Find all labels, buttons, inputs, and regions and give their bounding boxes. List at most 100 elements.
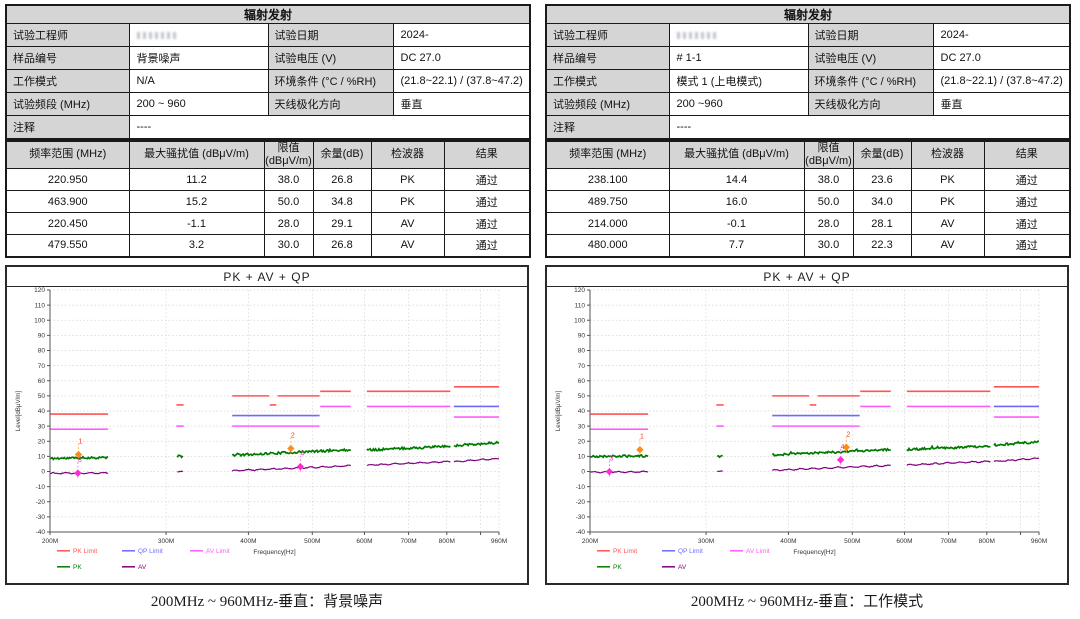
results-cell: 34.8 bbox=[312, 190, 372, 213]
svg-text:3: 3 bbox=[609, 456, 613, 463]
results-cell: PK bbox=[370, 190, 445, 213]
info-value: 背景噪声 bbox=[128, 46, 269, 70]
svg-text:800M: 800M bbox=[439, 538, 455, 545]
svg-text:300M: 300M bbox=[158, 538, 174, 545]
redacted-text bbox=[136, 32, 179, 39]
results-cell: 通过 bbox=[983, 190, 1071, 213]
results-cell: 463.900 bbox=[5, 190, 130, 213]
svg-text:4: 4 bbox=[841, 444, 845, 451]
results-cell: 通过 bbox=[443, 234, 531, 257]
info-value bbox=[128, 23, 269, 47]
svg-text:90: 90 bbox=[38, 333, 46, 340]
info-value: 200 ~960 bbox=[668, 92, 809, 116]
results-cell: 通过 bbox=[983, 234, 1071, 257]
results-row: 489.750 16.0 50.0 34.0 PK 通过 bbox=[545, 190, 1071, 213]
results-cell: 26.8 bbox=[312, 234, 372, 257]
results-cell: 7.7 bbox=[668, 234, 805, 257]
svg-text:400M: 400M bbox=[780, 538, 796, 545]
info-value: ---- bbox=[668, 115, 1071, 139]
info-label: 试验工程师 bbox=[545, 23, 670, 47]
results-cell: 通过 bbox=[443, 212, 531, 235]
svg-text:80: 80 bbox=[578, 348, 586, 355]
svg-text:20: 20 bbox=[38, 438, 46, 445]
results-row: 220.950 11.2 38.0 26.8 PK 通过 bbox=[5, 168, 531, 191]
svg-text:120: 120 bbox=[34, 287, 45, 294]
info-value: DC 27.0 bbox=[392, 46, 531, 70]
info-value: DC 27.0 bbox=[932, 46, 1071, 70]
svg-text:700M: 700M bbox=[940, 538, 956, 545]
svg-text:100: 100 bbox=[574, 317, 585, 324]
results-cell: -1.1 bbox=[128, 212, 265, 235]
svg-text:60: 60 bbox=[38, 378, 46, 385]
svg-text:300M: 300M bbox=[698, 538, 714, 545]
results-header-cell: 最大骚扰值 (dBμV/m) bbox=[668, 140, 805, 169]
svg-text:Frequency[Hz]: Frequency[Hz] bbox=[793, 549, 835, 556]
info-label: 环境条件 (°C / %RH) bbox=[267, 69, 394, 93]
results-cell: 通过 bbox=[443, 168, 531, 191]
svg-text:110: 110 bbox=[35, 302, 46, 309]
results-row: 479.550 3.2 30.0 26.8 AV 通过 bbox=[5, 234, 531, 257]
svg-text:-20: -20 bbox=[36, 499, 46, 506]
svg-text:1: 1 bbox=[640, 434, 644, 441]
panel-background-noise: 辐射发射 试验工程师 试验日期 2024- 样品编号 背景噪声 试验电压 (V) DC 27.… bbox=[5, 4, 532, 616]
svg-text:800M: 800M bbox=[979, 538, 995, 545]
svg-text:90: 90 bbox=[578, 333, 586, 340]
table-title: 辐射发射 bbox=[545, 4, 1071, 24]
spectrum-chart: -40-30-20-100102030405060708090100110120… bbox=[15, 287, 507, 571]
svg-text:-10: -10 bbox=[36, 484, 46, 491]
info-value: 垂直 bbox=[932, 92, 1071, 116]
results-cell: 14.4 bbox=[668, 168, 805, 191]
svg-text:40: 40 bbox=[578, 408, 586, 415]
svg-text:-30: -30 bbox=[36, 514, 46, 521]
results-cell: 489.750 bbox=[545, 190, 670, 213]
info-table: 辐射发射 试验工程师 试验日期 2024- 样品编号 背景噪声 试验电压 (V) DC 27.… bbox=[5, 4, 532, 140]
results-header-cell: 频率范围 (MHz) bbox=[545, 140, 670, 169]
svg-text:PK Limit: PK Limit bbox=[73, 548, 97, 555]
svg-text:-20: -20 bbox=[576, 499, 586, 506]
results-cell: 28.0 bbox=[263, 212, 314, 235]
info-label: 试验频段 (MHz) bbox=[5, 92, 130, 116]
svg-text:2: 2 bbox=[846, 431, 850, 438]
results-cell: 214.000 bbox=[545, 212, 670, 235]
svg-text:960M: 960M bbox=[491, 538, 507, 545]
svg-text:30: 30 bbox=[38, 423, 46, 430]
results-table: 频率范围 (MHz) 最大骚扰值 (dBμV/m) 限值 (dBμV/m) 余量(dB… bbox=[5, 139, 531, 258]
info-value: (21.8~22.1) / (37.8~47.2) bbox=[932, 69, 1071, 93]
info-label: 样品编号 bbox=[545, 46, 670, 70]
results-cell: 通过 bbox=[443, 190, 531, 213]
results-table: 频率范围 (MHz) 最大骚扰值 (dBμV/m) 限值 (dBμV/m) 余量(dB… bbox=[545, 139, 1071, 258]
results-cell: PK bbox=[910, 168, 985, 191]
svg-text:400M: 400M bbox=[240, 538, 256, 545]
info-value: 2024- bbox=[392, 23, 531, 47]
results-cell: 480.000 bbox=[545, 234, 670, 257]
results-header-cell: 检波器 bbox=[910, 140, 985, 169]
info-label: 试验日期 bbox=[267, 23, 394, 47]
results-header-cell: 余量(dB) bbox=[852, 140, 912, 169]
results-cell: 220.950 bbox=[5, 168, 130, 191]
results-cell: 50.0 bbox=[263, 190, 314, 213]
svg-text:30: 30 bbox=[578, 423, 586, 430]
results-cell: 479.550 bbox=[5, 234, 130, 257]
svg-text:700M: 700M bbox=[400, 538, 416, 545]
chart-title: PK + AV + QP bbox=[7, 267, 527, 287]
svg-text:PK: PK bbox=[73, 564, 82, 571]
results-cell: 29.1 bbox=[312, 212, 372, 235]
results-row: 214.000 -0.1 28.0 28.1 AV 通过 bbox=[545, 212, 1071, 235]
svg-text:200M: 200M bbox=[582, 538, 598, 545]
info-label: 试验日期 bbox=[807, 23, 934, 47]
svg-text:1: 1 bbox=[79, 439, 83, 446]
results-header-cell: 结果 bbox=[443, 140, 531, 169]
info-value: 垂直 bbox=[392, 92, 531, 116]
results-cell: 50.0 bbox=[803, 190, 854, 213]
chart-title: PK + AV + QP bbox=[547, 267, 1067, 287]
svg-text:500M: 500M bbox=[844, 538, 860, 545]
results-cell: -0.1 bbox=[668, 212, 805, 235]
svg-text:50: 50 bbox=[578, 393, 586, 400]
results-cell: 通过 bbox=[983, 168, 1071, 191]
svg-text:100: 100 bbox=[34, 317, 45, 324]
svg-text:960M: 960M bbox=[1031, 538, 1047, 545]
results-cell: AV bbox=[370, 212, 445, 235]
results-row: 220.450 -1.1 28.0 29.1 AV 通过 bbox=[5, 212, 531, 235]
svg-text:QP Limit: QP Limit bbox=[678, 548, 703, 555]
info-label: 试验电压 (V) bbox=[267, 46, 394, 70]
